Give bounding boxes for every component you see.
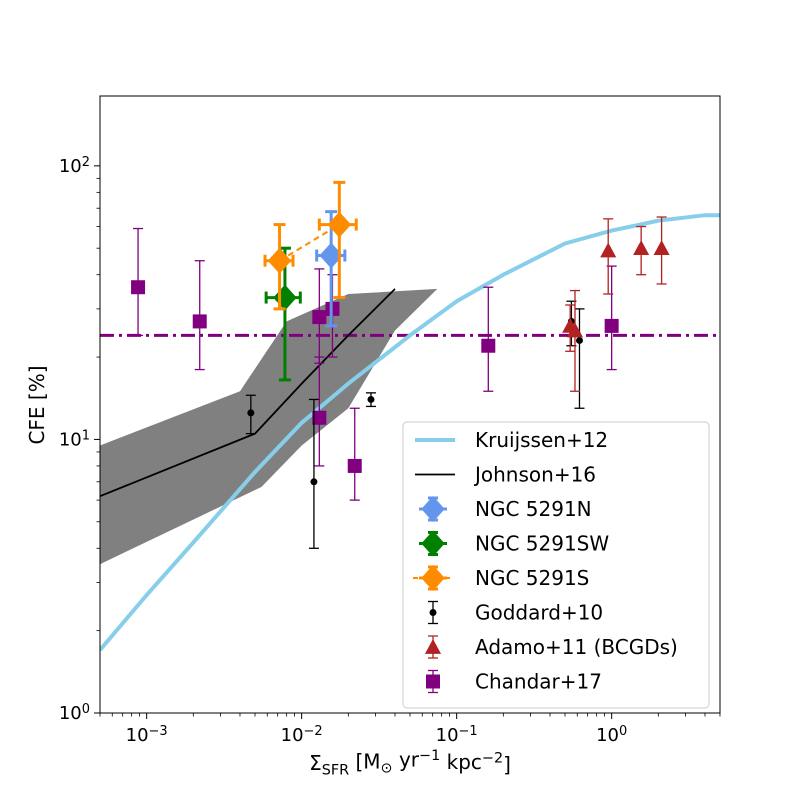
legend-label: Goddard+10 bbox=[475, 601, 603, 625]
legend-label: Kruijssen+12 bbox=[475, 428, 608, 452]
y-axis-label: CFE [%] bbox=[25, 365, 49, 444]
legend-label: Johnson+16 bbox=[473, 463, 596, 487]
data-point bbox=[575, 336, 583, 344]
data-point bbox=[566, 322, 584, 338]
series-link bbox=[279, 223, 340, 262]
series-line bbox=[100, 213, 720, 652]
series-line bbox=[100, 288, 396, 498]
data-point bbox=[653, 240, 670, 256]
legend-marker bbox=[424, 638, 442, 654]
legend-marker bbox=[421, 565, 445, 591]
legend-label: Adamo+11 (BCGDs) bbox=[475, 635, 678, 659]
data-point bbox=[319, 242, 343, 269]
data-point bbox=[192, 314, 207, 329]
data-point bbox=[327, 211, 352, 238]
legend-label: Chandar+17 bbox=[475, 670, 602, 694]
data-point bbox=[367, 395, 375, 403]
y-tick-label: 100​ bbox=[59, 702, 90, 724]
series-triangle bbox=[562, 216, 670, 392]
data-point bbox=[312, 310, 327, 325]
x-tick-label: 10−3​ bbox=[126, 724, 168, 746]
data-point bbox=[347, 458, 362, 473]
series-diamond bbox=[315, 210, 347, 328]
x-tick-label: 100​ bbox=[596, 724, 627, 746]
legend-marker bbox=[421, 496, 445, 522]
data-point bbox=[633, 240, 650, 256]
legend-label: NGC 5291N bbox=[475, 497, 592, 521]
data-point bbox=[604, 318, 619, 333]
data-point bbox=[267, 247, 292, 274]
johnson-band bbox=[100, 288, 438, 565]
data-point bbox=[600, 242, 617, 258]
plot-area bbox=[100, 180, 720, 652]
y-tick-label: 101​ bbox=[59, 429, 90, 451]
legend-label: NGC 5291S bbox=[475, 566, 589, 590]
data-point bbox=[131, 280, 146, 295]
data-point bbox=[247, 409, 255, 417]
legend: Kruijssen+12 Johnson+16 NGC 5291N NGC 5291S… bbox=[402, 421, 710, 709]
legend-marker bbox=[421, 530, 445, 557]
legend-marker bbox=[426, 674, 440, 689]
legend-label: NGC 5291SW bbox=[475, 532, 609, 556]
axes: 10−3​ 10−2​ 10−1​ 100​ 100​ 101​ 102​ bbox=[59, 155, 721, 746]
legend-marker bbox=[429, 609, 437, 616]
legend-box bbox=[402, 421, 710, 709]
x-tick-label: 10−2​ bbox=[281, 724, 323, 746]
y-tick-label: 102​ bbox=[59, 155, 90, 177]
x-axis-label: ΣSFR​ [M⊙​ yr−1​ kpc−2​] bbox=[309, 748, 511, 779]
series-square bbox=[131, 227, 619, 501]
data-point bbox=[310, 478, 318, 486]
data-point bbox=[312, 410, 327, 425]
series-diamond bbox=[263, 180, 358, 311]
x-tick-label: 10−1​ bbox=[436, 724, 478, 746]
data-point bbox=[481, 338, 496, 353]
